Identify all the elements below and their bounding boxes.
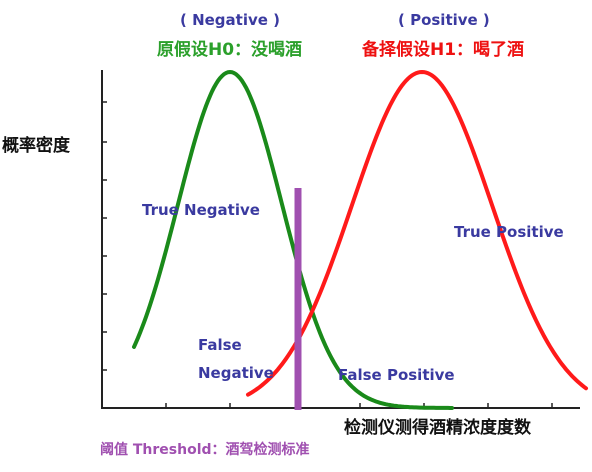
null-hypothesis-label: 原假设H0：没喝酒 [157,40,303,60]
negative-distribution-curve [132,69,454,410]
positive-distribution-curve [246,69,588,397]
alternative-hypothesis-label: 备择假设H1：喝了酒 [362,40,525,60]
positive-heading: ( Positive ) [398,11,490,29]
x-axis-label: 检测仪测得酒精浓度度数 [344,418,531,438]
y-axis-ticks [102,101,107,371]
negative-heading: ( Negative ) [180,11,281,29]
false-negative-label-line1: False [198,336,242,354]
true-positive-label: True Positive [454,223,564,241]
true-negative-label: True Negative [142,201,260,219]
false-negative-label-line2: Negative [198,364,274,382]
y-axis-label: 概率密度 [2,136,70,156]
threshold-label: 阈值 Threshold：酒驾检测标准 [100,442,310,458]
false-positive-label: False Positive [338,366,455,384]
